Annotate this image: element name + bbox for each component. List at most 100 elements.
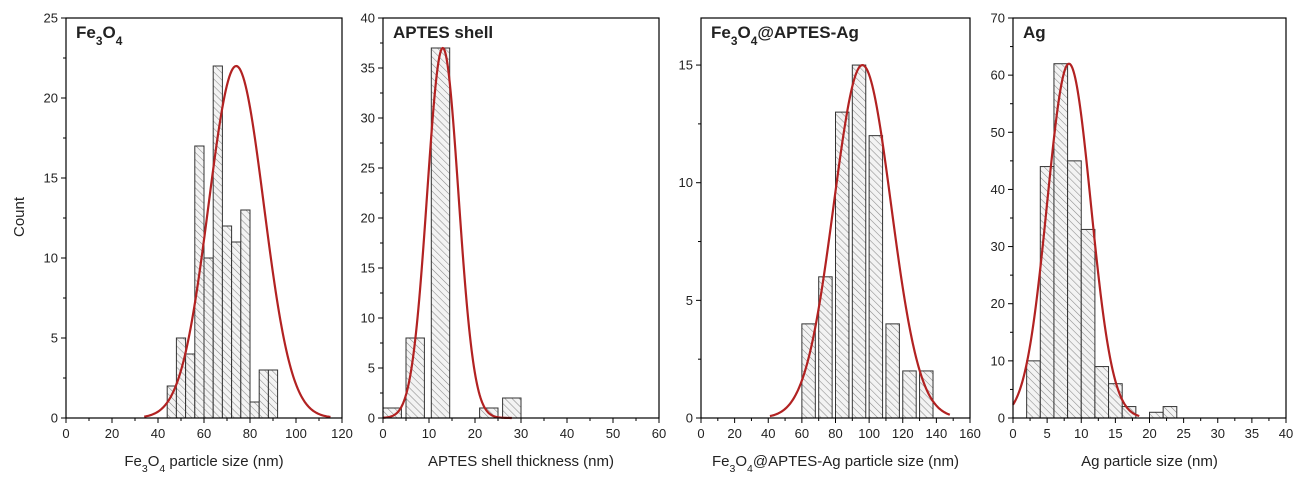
- x-tick-label: 20: [1142, 426, 1156, 441]
- x-tick-label: 25: [1176, 426, 1190, 441]
- y-tick-label: 40: [991, 182, 1005, 197]
- histogram-bar: [868, 135, 884, 419]
- y-axis-label: Count: [11, 196, 28, 237]
- histogram-bar: [1108, 383, 1123, 419]
- x-axis-label: APTES shell thickness (nm): [428, 453, 614, 470]
- x-tick-label: 30: [514, 426, 528, 441]
- histogram-bar: [1162, 406, 1178, 419]
- histogram-bar: [249, 401, 260, 419]
- histogram-bar: [231, 241, 242, 419]
- x-tick-label: 5: [1044, 426, 1051, 441]
- y-tick-label: 30: [361, 111, 375, 126]
- y-tick-label: 60: [991, 68, 1005, 83]
- x-tick-label: 0: [1009, 426, 1016, 441]
- panel-4: 0 5 10 15 20 25 30 35 40 0 10 20 30 40 50 60 70 Ag Ag part…: [991, 11, 1294, 471]
- histogram-bar: [885, 323, 900, 419]
- x-tick-label: 30: [1211, 426, 1225, 441]
- gaussian-fit-line: [769, 63, 951, 418]
- x-tick-label: 10: [422, 426, 436, 441]
- y-tick-label: 20: [991, 296, 1005, 311]
- histogram-bar: [258, 369, 269, 419]
- x-tick-label: 140: [926, 426, 948, 441]
- gaussian-fit-line: [1012, 62, 1140, 418]
- x-tick-label: 0: [62, 426, 69, 441]
- x-tick-label: 0: [697, 426, 704, 441]
- x-tick-label: 60: [652, 426, 666, 441]
- x-tick-label: 50: [606, 426, 620, 441]
- histogram-bar: [1094, 366, 1110, 419]
- histogram-bar: [185, 353, 196, 419]
- gaussian-fit-line: [144, 64, 331, 419]
- y-tick-label: 0: [686, 411, 693, 426]
- histogram-bar: [240, 209, 251, 419]
- panel-2: 0 10 20 30 40 50 60 0 5 10 15 20 25 30 35 40 APTES shell…: [361, 11, 667, 471]
- gaussian-fit-line: [382, 46, 512, 420]
- panel-title: Ag: [1023, 23, 1046, 42]
- y-tick-label: 0: [368, 411, 375, 426]
- x-tick-label: 20: [468, 426, 482, 441]
- y-tick-label: 20: [44, 91, 58, 106]
- x-tick-label: 60: [795, 426, 809, 441]
- x-tick-label: 120: [892, 426, 914, 441]
- panel-title: Fe3O4: [76, 23, 123, 48]
- histogram-bar: [1080, 228, 1096, 419]
- y-tick-label: 25: [361, 161, 375, 176]
- x-tick-label: 160: [959, 426, 981, 441]
- x-tick-label: 80: [828, 426, 842, 441]
- histogram-bar: [1121, 406, 1137, 419]
- y-tick-label: 5: [686, 293, 693, 308]
- panel-title: APTES shell: [393, 23, 493, 42]
- y-tick-label: 10: [44, 251, 58, 266]
- x-axis-label: Ag particle size (nm): [1081, 453, 1218, 470]
- y-tick-label: 20: [361, 211, 375, 226]
- y-tick-label: 15: [679, 58, 693, 73]
- y-tick-label: 25: [44, 11, 58, 26]
- x-tick-label: 120: [331, 426, 353, 441]
- panel-3: 0 20 40 60 80 100 120 140 160 0 5 10 15 Fe3O4@APTES-A…: [679, 17, 981, 475]
- panel-title: Fe3O4@APTES-Ag: [711, 23, 859, 48]
- x-tick-label: 40: [761, 426, 775, 441]
- x-tick-label: 100: [858, 426, 880, 441]
- histogram-bar: [1067, 160, 1082, 419]
- x-tick-label: 80: [243, 426, 257, 441]
- histogram-bar: [502, 397, 522, 419]
- x-tick-label: 40: [560, 426, 574, 441]
- y-tick-label: 15: [44, 171, 58, 186]
- y-tick-label: 0: [51, 411, 58, 426]
- histogram-bar: [835, 111, 850, 419]
- y-tick-label: 50: [991, 125, 1005, 140]
- x-tick-label: 60: [197, 426, 211, 441]
- histogram-bar: [267, 369, 279, 419]
- histogram-bar: [203, 257, 214, 419]
- y-tick-label: 0: [998, 411, 1005, 426]
- x-tick-label: 20: [727, 426, 741, 441]
- y-tick-label: 70: [991, 11, 1005, 26]
- y-tick-label: 10: [991, 353, 1005, 368]
- histogram-bar: [221, 225, 233, 419]
- histogram-bar: [1149, 411, 1164, 419]
- x-tick-label: 40: [151, 426, 165, 441]
- y-tick-label: 10: [361, 311, 375, 326]
- x-tick-label: 100: [285, 426, 307, 441]
- x-tick-label: 0: [379, 426, 386, 441]
- y-tick-label: 15: [361, 261, 375, 276]
- histogram-bar: [194, 145, 205, 419]
- y-tick-label: 5: [51, 331, 58, 346]
- y-tick-label: 30: [991, 239, 1005, 254]
- histogram-bar: [902, 370, 917, 419]
- y-tick-label: 40: [361, 11, 375, 26]
- histogram-bar: [851, 64, 867, 419]
- x-tick-label: 15: [1108, 426, 1122, 441]
- x-axis-label: Fe3O4@APTES-Ag particle size (nm): [712, 453, 959, 473]
- x-tick-label: 20: [105, 426, 119, 441]
- y-tick-label: 10: [679, 175, 693, 190]
- x-tick-label: 40: [1279, 426, 1293, 441]
- y-tick-label: 5: [368, 361, 375, 376]
- x-tick-label: 10: [1074, 426, 1088, 441]
- y-tick-label: 35: [361, 61, 375, 76]
- histogram-bar: [1026, 360, 1041, 419]
- panel-1: 0 20 40 60 80 100 120 0 5 10 15 20 25 Fe3O4 Fe3O4 part…: [44, 11, 353, 476]
- x-tick-label: 35: [1245, 426, 1259, 441]
